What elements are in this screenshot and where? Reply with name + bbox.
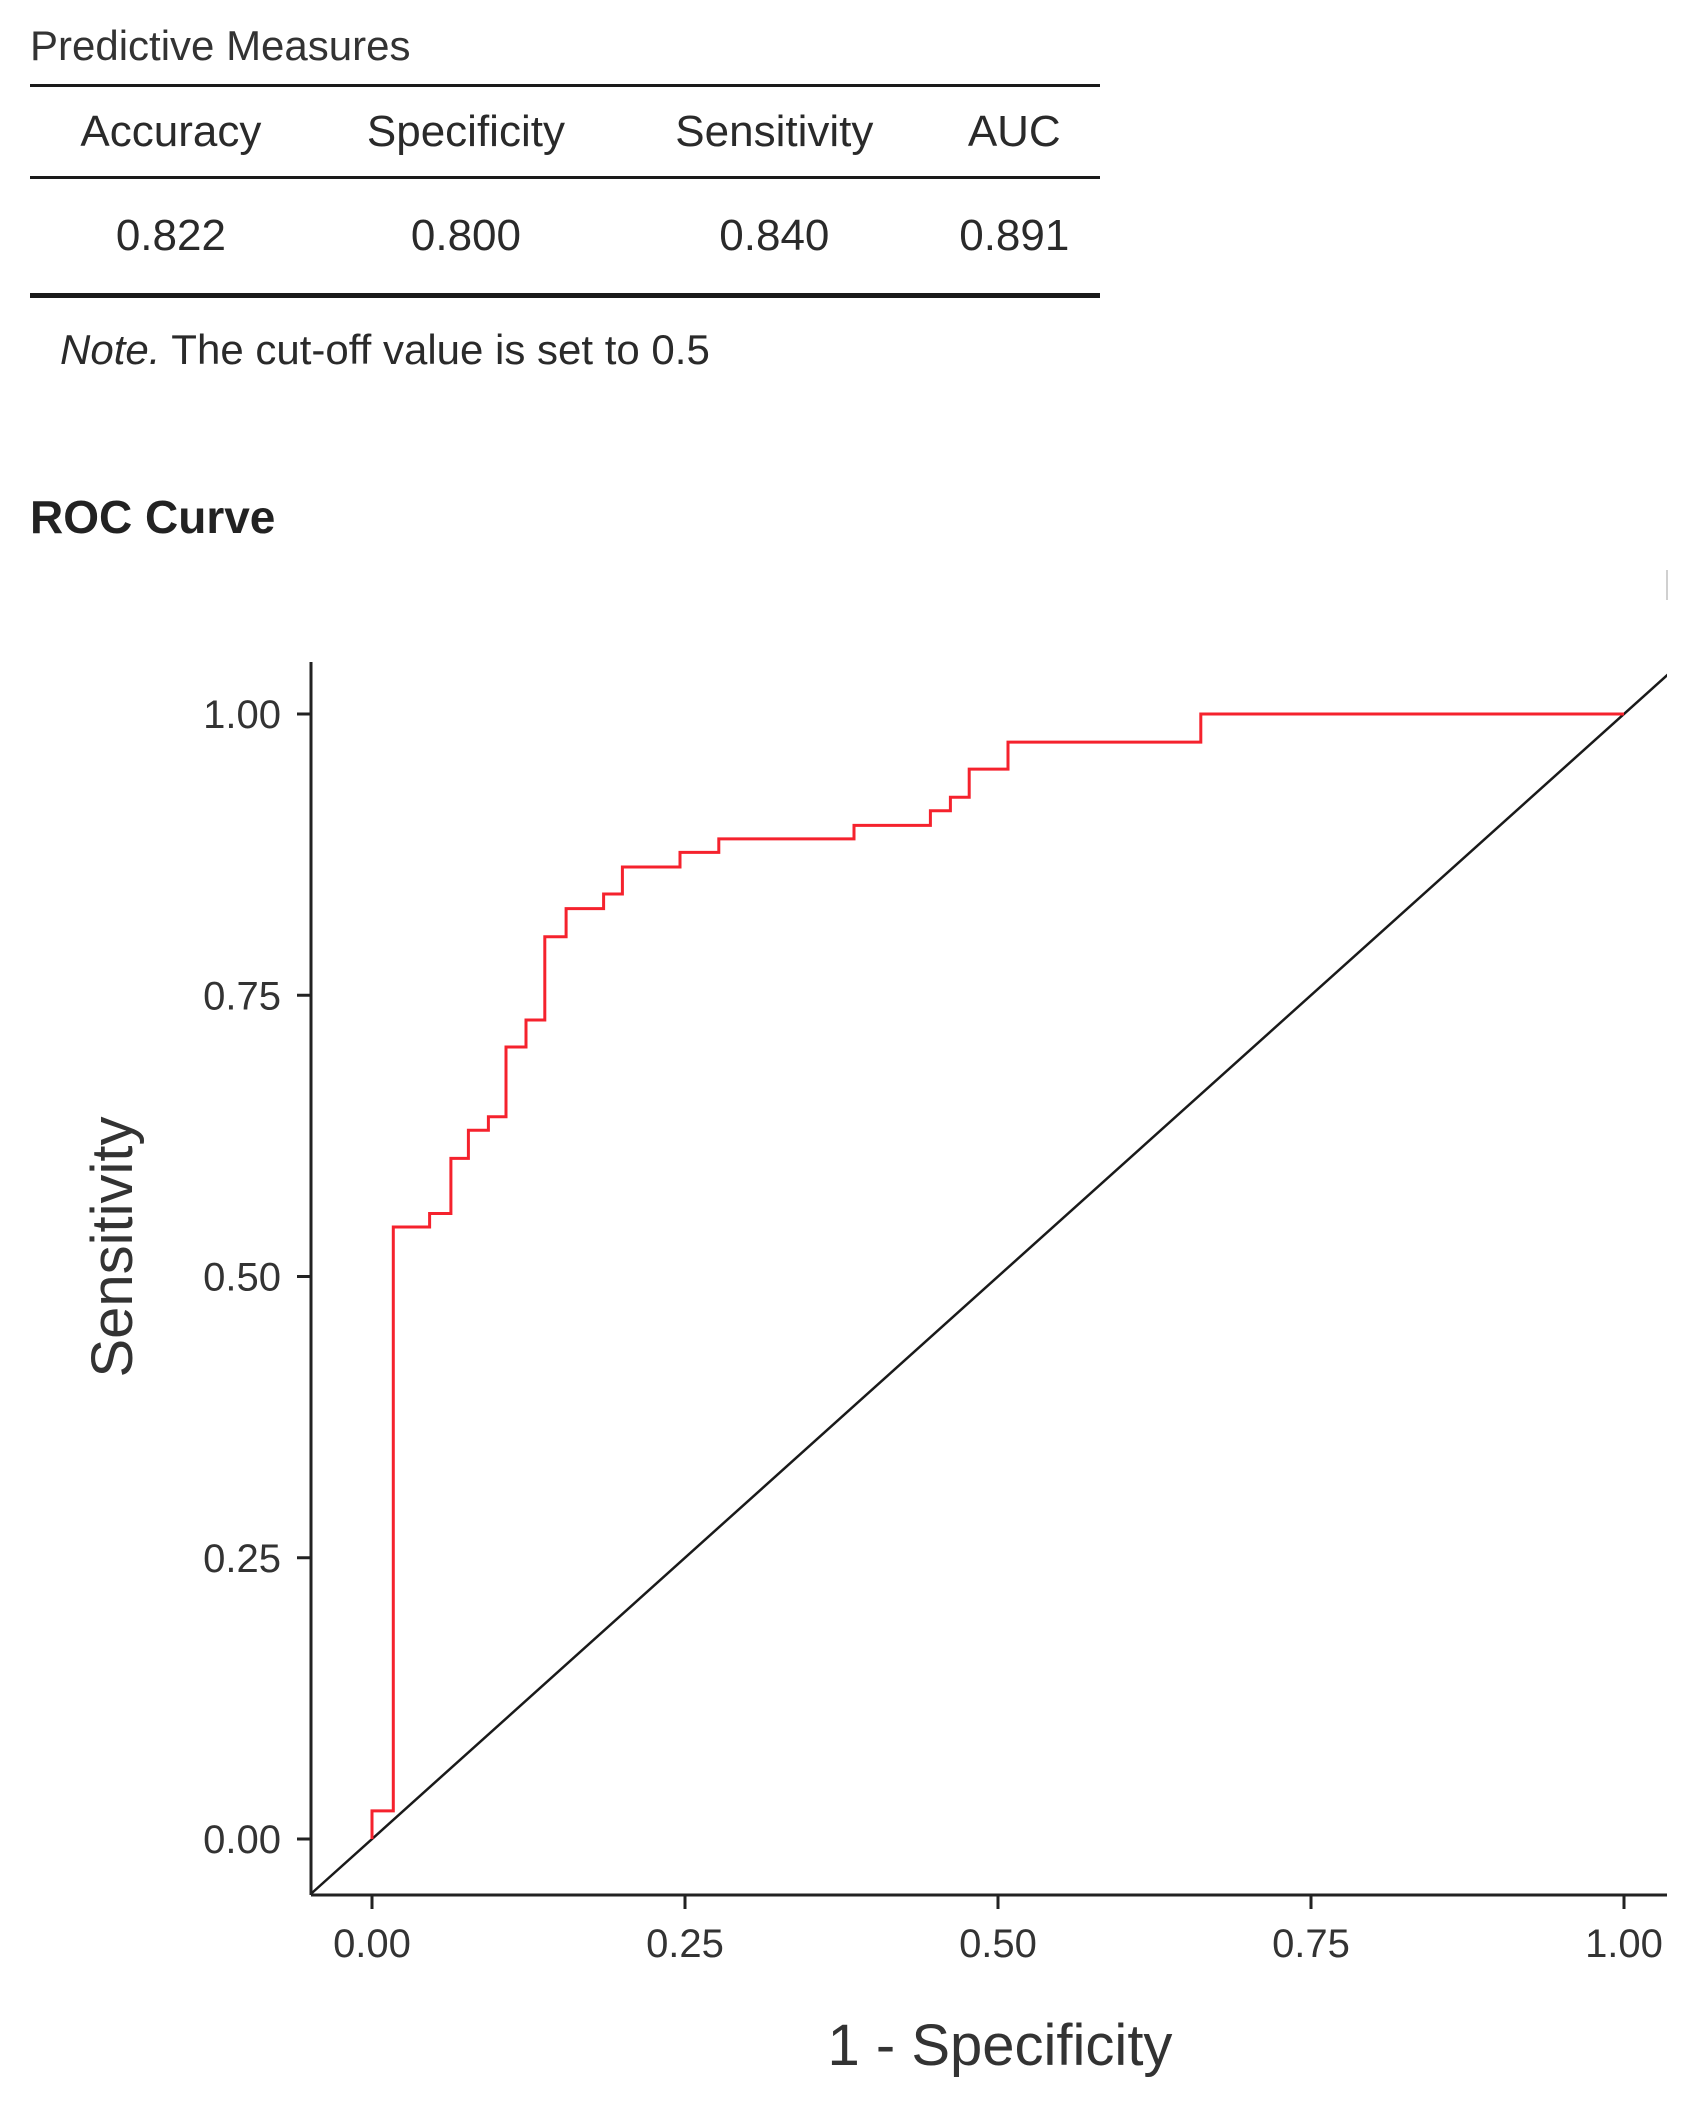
value-specificity: 0.800 bbox=[410, 211, 521, 260]
y-axis-ticks: 0.00 0.25 0.50 0.75 1.00 bbox=[203, 693, 311, 1862]
predictive-measures-table: Accuracy Specificity Sensitivity AUC 0.8… bbox=[30, 84, 1100, 298]
x-axis-ticks: 0.00 0.25 0.50 0.75 1.00 bbox=[333, 1895, 1663, 1966]
x-tick-label: 0.00 bbox=[333, 1922, 411, 1966]
table-note: Note. The cut-off value is set to 0.5 bbox=[60, 326, 710, 374]
x-tick-label: 1.00 bbox=[1585, 1922, 1663, 1966]
header-accuracy: Accuracy bbox=[80, 106, 262, 156]
y-tick-label: 0.00 bbox=[203, 1818, 281, 1862]
roc-curve-title: ROC Curve bbox=[30, 491, 276, 543]
x-axis-label: 1 - Specificity bbox=[828, 2013, 1173, 2078]
header-sensitivity: Sensitivity bbox=[675, 106, 874, 156]
note-text: The cut-off value is set to 0.5 bbox=[160, 326, 710, 373]
x-tick-label: 0.25 bbox=[646, 1922, 724, 1966]
y-tick-label: 0.75 bbox=[203, 974, 281, 1018]
reference-diagonal-line bbox=[311, 673, 1667, 1894]
value-sensitivity: 0.840 bbox=[719, 211, 830, 260]
y-tick-label: 1.00 bbox=[203, 693, 281, 737]
header-specificity: Specificity bbox=[366, 106, 565, 156]
y-tick-label: 0.50 bbox=[203, 1256, 281, 1300]
value-auc: 0.891 bbox=[959, 211, 1070, 260]
x-tick-label: 0.75 bbox=[1272, 1922, 1350, 1966]
x-tick-label: 0.50 bbox=[959, 1922, 1037, 1966]
y-axis-label: Sensitivity bbox=[80, 1116, 145, 1377]
table-title: Predictive Measures bbox=[30, 22, 411, 69]
note-label: Note. bbox=[60, 326, 161, 373]
roc-curve-line bbox=[370, 712, 1624, 1839]
y-tick-label: 0.25 bbox=[203, 1537, 281, 1581]
value-accuracy: 0.822 bbox=[115, 211, 226, 260]
series-layer bbox=[311, 673, 1667, 1894]
header-auc: AUC bbox=[967, 106, 1061, 156]
table-header-row: Accuracy Specificity Sensitivity AUC bbox=[30, 86, 1100, 178]
table-row: 0.822 0.800 0.840 0.891 bbox=[30, 178, 1100, 296]
